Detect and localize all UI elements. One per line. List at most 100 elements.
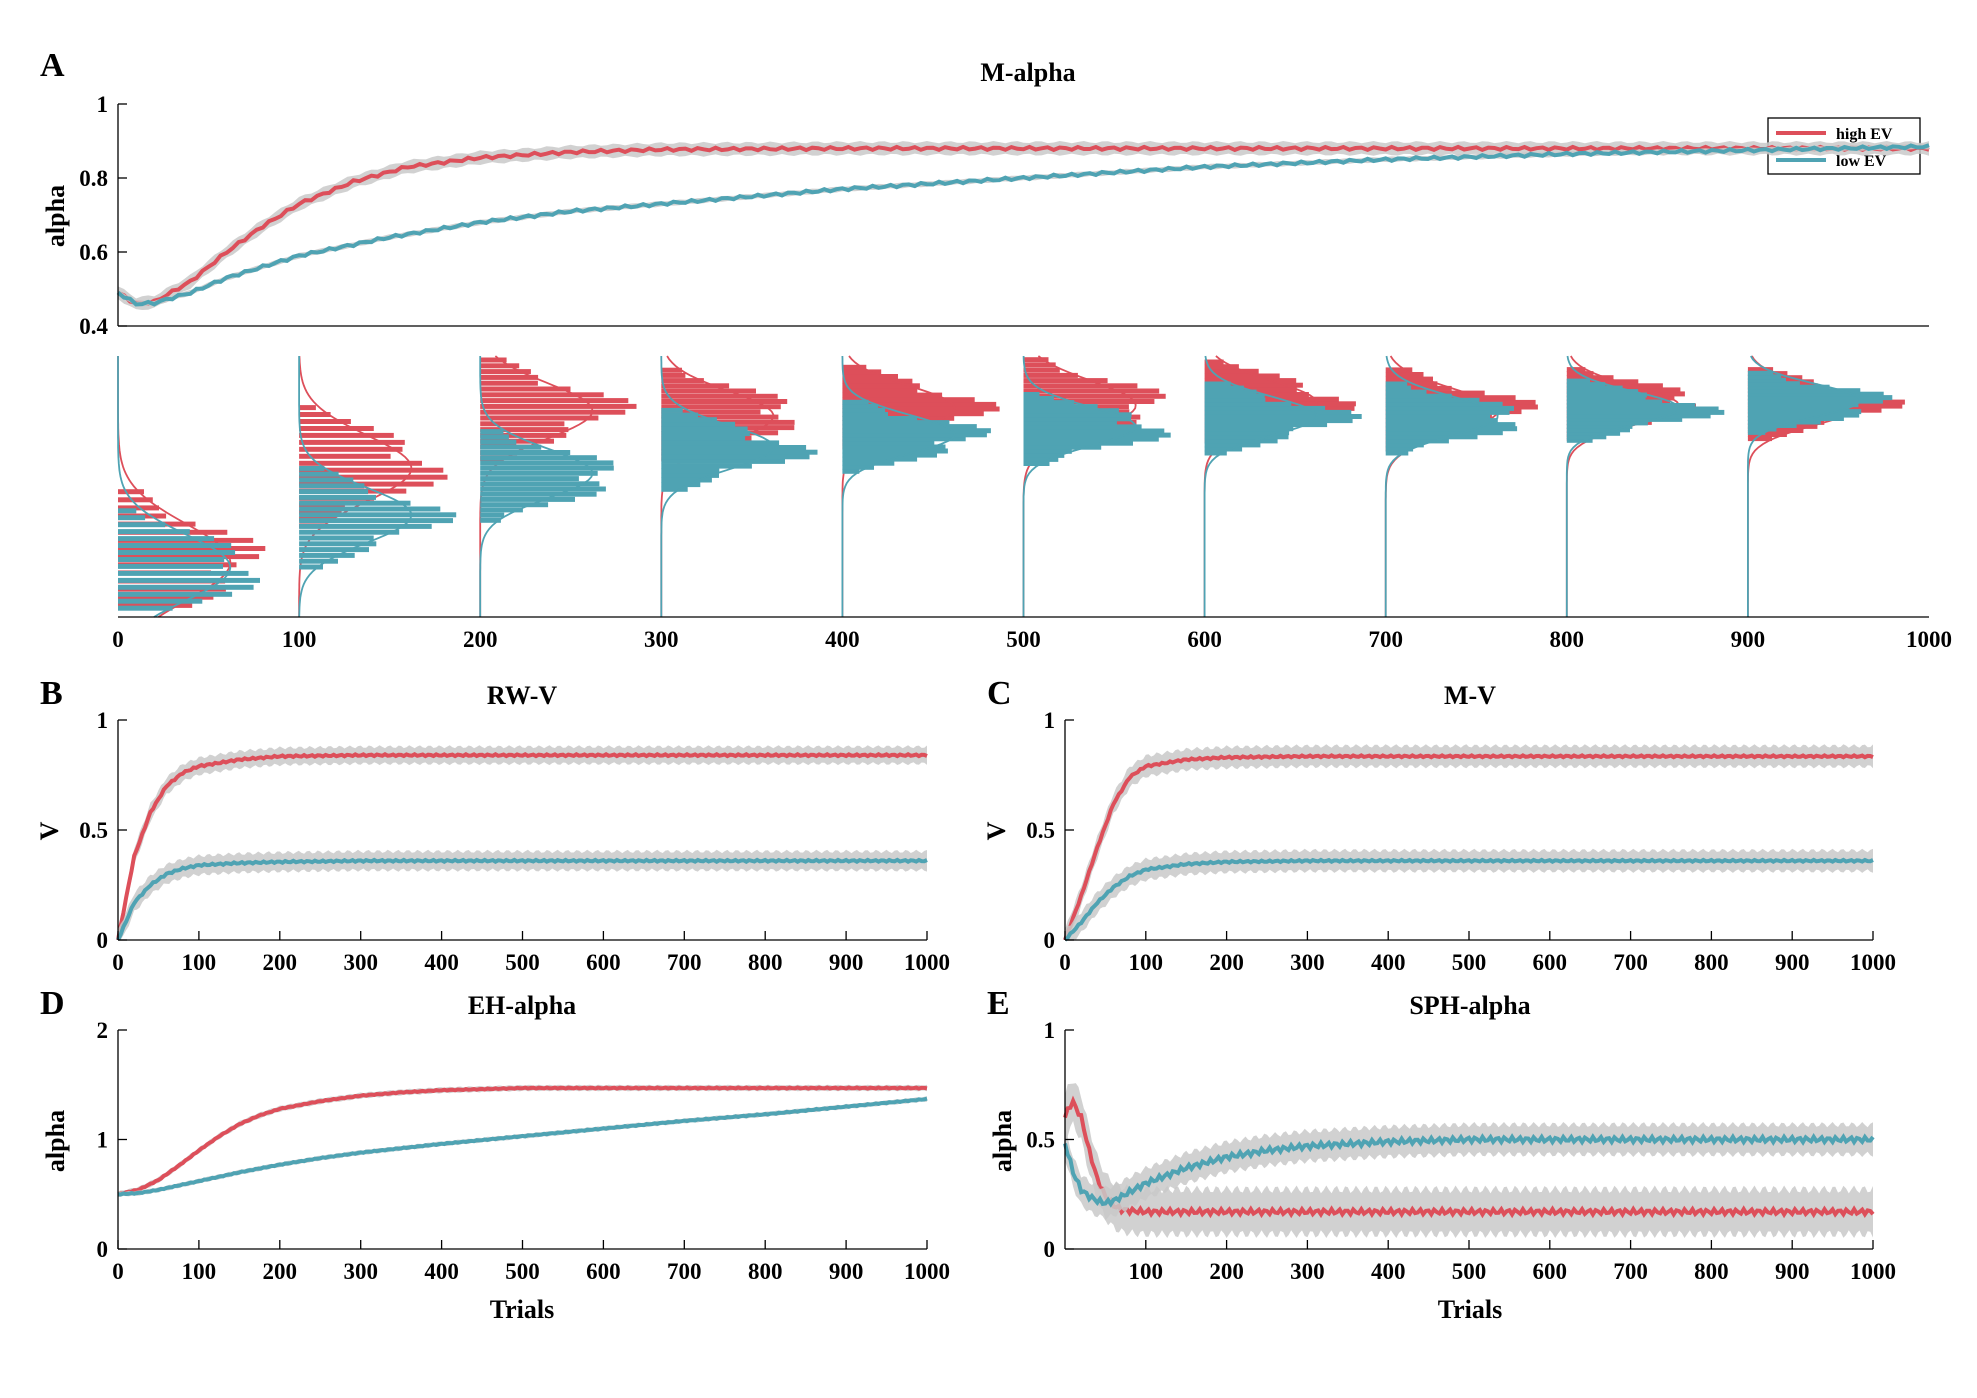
hist-bar-low-ev	[1023, 461, 1050, 466]
panel-D-xtick-label: 100	[182, 1259, 217, 1284]
hist-bar-low-ev	[1385, 418, 1498, 424]
panel-a-hist-xtick-label: 100	[282, 627, 317, 652]
hist-bar-low-ev	[1747, 381, 1800, 387]
hist-bar-high-ev	[1204, 368, 1259, 374]
panel-E-xtick-label: 400	[1371, 1259, 1406, 1284]
hist-bar-high-ev	[480, 421, 565, 427]
hist-bar-high-ev	[1023, 399, 1155, 404]
hist-bar-high-ev	[842, 388, 918, 393]
panel-letter-e: E	[987, 985, 1010, 1022]
hist-bar-high-ev	[1566, 367, 1586, 373]
hist-bar-high-ev	[842, 378, 913, 384]
hist-bar-low-ev	[480, 507, 523, 513]
hist-bar-low-ev	[661, 477, 712, 483]
hist-bar-low-ev	[480, 450, 571, 455]
hist-bar-low-ev	[480, 455, 597, 461]
hist-bar-low-ev	[1204, 381, 1231, 387]
hist-bar-low-ev	[118, 529, 190, 535]
panel-C-xtick-label: 900	[1775, 950, 1810, 975]
hist-bar-low-ev	[1385, 438, 1449, 444]
hist-bar-low-ev	[118, 598, 203, 604]
hist-bar-low-ev	[1747, 374, 1782, 380]
legend-label-high-ev: high EV	[1836, 126, 1893, 143]
hist-bar-low-ev	[1385, 450, 1409, 456]
hist-bar-low-ev	[661, 407, 683, 413]
panel-B-xtick-label: 600	[586, 950, 621, 975]
hist-bar-low-ev	[661, 468, 720, 474]
hist-bar-high-ev	[299, 474, 448, 480]
panel-D-plot: 0 1 2 0 100 200 300 400 500 600 700 800 900 1000	[97, 1018, 951, 1284]
hist-bar-high-ev	[480, 403, 637, 409]
hist-bar-high-ev	[842, 369, 882, 375]
hist-curve-low-ev	[117, 356, 232, 618]
panel-E-line-low-ev	[1063, 1133, 1875, 1208]
panel-D-xtick-label: 600	[586, 1259, 621, 1284]
hist-bar-low-ev	[1566, 399, 1663, 405]
panel-a-title: M-alpha	[980, 58, 1075, 87]
hist-bar-low-ev	[1385, 405, 1514, 411]
panel-a-hist-xtick-label: 1000	[1906, 627, 1952, 652]
hist-bar-high-ev	[118, 602, 193, 608]
hist-bar-low-ev	[1023, 440, 1133, 446]
hist-bar-low-ev	[480, 496, 575, 502]
panel-a-hist-xtick-label: 800	[1550, 627, 1585, 652]
panel-B-band-high-ev	[118, 745, 927, 940]
hist-bar-low-ev	[299, 547, 369, 553]
hist-bar-high-ev	[1023, 367, 1060, 373]
panel-B-plot: 0 0.5 1 0 100 200 300 400 500 600 700 800 900 1000	[79, 708, 950, 975]
hist-bar-low-ev	[299, 529, 400, 535]
hist-bar-high-ev	[842, 406, 1000, 412]
hist-bar-high-ev	[661, 409, 761, 415]
panel-A-ytick-label: 1	[97, 92, 109, 117]
hist-bar-low-ev	[1566, 413, 1711, 419]
hist-bar-low-ev	[1385, 426, 1518, 432]
panel-C-band-low-ev	[1065, 848, 1873, 940]
hist-bar-high-ev	[1385, 367, 1413, 373]
hist-curve-low-ev	[298, 356, 413, 618]
panel-D-xtick-label: 500	[505, 1259, 540, 1284]
hist-bar-low-ev	[480, 434, 509, 440]
panel-E-xtick-label: 500	[1452, 1259, 1487, 1284]
panel-D-ytick-label: 1	[97, 1128, 109, 1153]
hist-bar-low-ev	[118, 543, 232, 548]
hist-bar-high-ev	[1747, 367, 1774, 373]
panel-A-ytick-label: 0.4	[79, 314, 108, 339]
hist-bar-low-ev	[1566, 416, 1683, 422]
hist-bar-low-ev	[480, 491, 597, 497]
hist-bar-high-ev	[118, 594, 214, 600]
hist-bar-low-ev	[1747, 429, 1766, 435]
hist-bar-high-ev	[480, 357, 507, 363]
panel-E-ytick-label: 1	[1044, 1018, 1056, 1043]
hist-bar-high-ev	[480, 374, 539, 380]
hist-bar-low-ev	[1566, 382, 1606, 388]
panel-B-xtick-label: 900	[829, 950, 864, 975]
hist-bar-low-ev	[1385, 434, 1478, 440]
panel-C-plot: 0 0.5 1 0 100 200 300 400 500 600 700 800 900 1000	[1026, 708, 1896, 975]
panel-E-xtick-label: 300	[1290, 1259, 1325, 1284]
hist-bar-low-ev	[1385, 446, 1414, 452]
hist-curve-low-ev	[1747, 355, 1861, 617]
hist-bar-high-ev	[661, 372, 686, 378]
hist-bar-low-ev	[118, 557, 225, 562]
hist-bar-high-ev	[661, 414, 779, 420]
hist-bar-high-ev	[1385, 385, 1452, 391]
hist-bar-high-ev	[299, 460, 422, 466]
hist-bar-low-ev	[842, 448, 948, 454]
hist-bar-low-ev	[1023, 436, 1159, 442]
hist-bar-high-ev	[661, 383, 730, 389]
panel-d-xlabel: Trials	[490, 1295, 555, 1324]
panel-d-ylabel: alpha	[41, 1110, 70, 1172]
panel-B-xtick-label: 700	[667, 950, 702, 975]
hist-bar-high-ev	[661, 404, 781, 410]
hist-bar-low-ev	[1023, 404, 1098, 410]
hist-bar-high-ev	[1023, 372, 1078, 378]
panel-a-hist-xtick-label: 500	[1006, 627, 1041, 652]
hist-bar-low-ev	[1566, 423, 1633, 429]
hist-bar-low-ev	[842, 403, 879, 409]
hist-bar-low-ev	[842, 460, 895, 466]
hist-bar-high-ev	[1204, 364, 1239, 370]
hist-bar-high-ev	[1747, 432, 1787, 437]
hist-bar-low-ev	[480, 429, 504, 435]
hist-bar-low-ev	[118, 584, 254, 590]
hist-bar-high-ev	[1385, 376, 1433, 382]
